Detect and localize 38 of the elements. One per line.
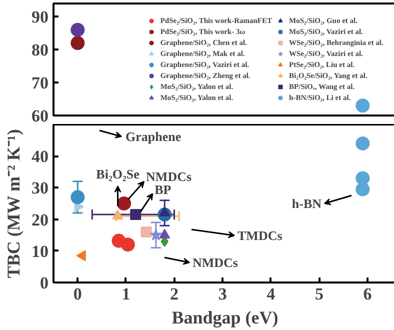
- point: [117, 196, 132, 210]
- annotation: TMDCs: [238, 228, 282, 243]
- annotation: Bi₂O₂Se: [96, 166, 140, 182]
- y-tick-label: 20: [32, 210, 48, 230]
- point: [112, 210, 124, 220]
- annotation: NMDCs: [192, 255, 238, 270]
- y-tick-label: 60: [32, 106, 48, 126]
- annotation: BP: [154, 182, 172, 198]
- x-tick-label: 5: [314, 284, 324, 304]
- y-tick-label: 30: [32, 178, 48, 198]
- point: [159, 228, 170, 238]
- y-tick-label: 10: [32, 242, 48, 261]
- x-tick-label: 3: [218, 284, 227, 304]
- y-tick-label: 90: [32, 8, 48, 27]
- point: [356, 136, 370, 150]
- point: [150, 228, 162, 240]
- annotation: Graphene: [126, 129, 182, 144]
- point: [70, 190, 85, 204]
- point: [159, 206, 170, 216]
- y-tick-label: 40: [32, 147, 48, 166]
- y-tick-label: 70: [32, 74, 48, 93]
- x-tick-label: 1: [122, 284, 130, 304]
- point: [140, 226, 152, 238]
- x-tick-label: 2: [170, 284, 179, 304]
- point: [70, 36, 85, 50]
- y-tick-label: 80: [32, 40, 48, 60]
- point: [356, 182, 370, 196]
- y-axis-title: TBC (MW m⁻² K⁻¹): [4, 129, 24, 278]
- point: [70, 22, 85, 37]
- x-tick-label: 0: [73, 284, 82, 304]
- point: [130, 209, 142, 220]
- x-axis-title: Bandgap (eV): [172, 308, 278, 328]
- annotation: NMDCs: [146, 169, 192, 184]
- annotation: h-BN: [292, 196, 322, 211]
- x-tick-label: 4: [266, 284, 276, 304]
- point: [120, 238, 135, 252]
- x-tick-label: 6: [363, 284, 372, 304]
- point: [356, 98, 370, 113]
